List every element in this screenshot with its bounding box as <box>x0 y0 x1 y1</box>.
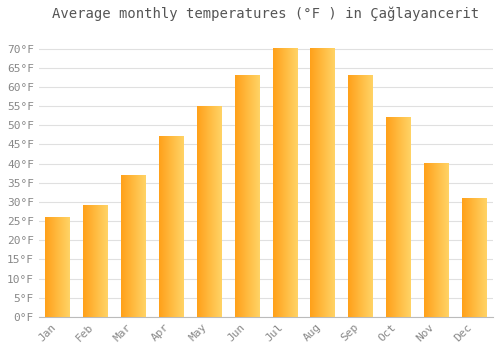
Bar <box>424 163 448 317</box>
Bar <box>46 217 70 317</box>
Bar <box>159 137 184 317</box>
Bar <box>84 206 108 317</box>
Bar <box>197 106 222 317</box>
Bar <box>386 118 410 317</box>
Bar <box>234 76 260 317</box>
Bar <box>348 76 373 317</box>
Bar <box>462 198 486 317</box>
Bar <box>121 175 146 317</box>
Bar <box>310 49 335 317</box>
Title: Average monthly temperatures (°F ) in Çağlayancerit: Average monthly temperatures (°F ) in Ça… <box>52 7 480 21</box>
Bar <box>272 49 297 317</box>
